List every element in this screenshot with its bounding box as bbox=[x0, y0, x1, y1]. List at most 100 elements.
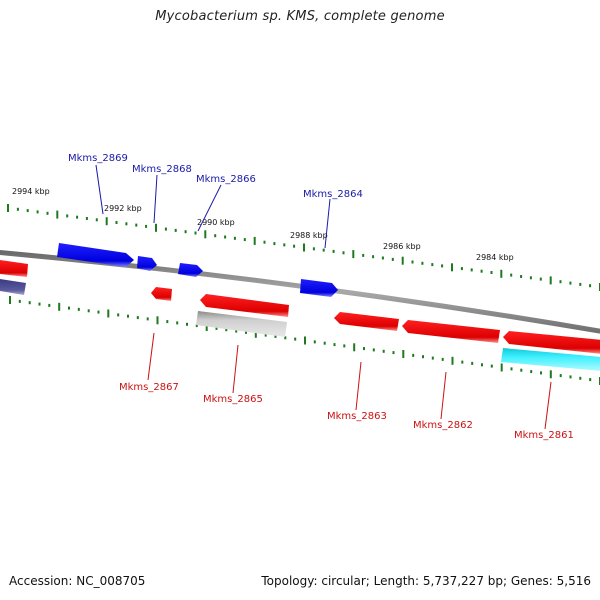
tick-mark bbox=[254, 329, 257, 338]
svg-text:Mkms_2866: Mkms_2866 bbox=[196, 174, 256, 185]
tick-mark bbox=[402, 350, 405, 358]
tick-mark bbox=[431, 356, 434, 360]
tick-mark bbox=[76, 215, 79, 219]
gene-partial-red-left[interactable] bbox=[0, 260, 28, 277]
tick-mark bbox=[253, 236, 256, 245]
tick-mark bbox=[363, 347, 365, 351]
tick-mark bbox=[490, 271, 493, 274]
gene-mkms-2864[interactable] bbox=[300, 279, 338, 297]
tick-mark bbox=[166, 320, 169, 324]
gene-mkms-2869[interactable] bbox=[57, 243, 134, 267]
inner-tick-track bbox=[9, 296, 600, 385]
tick-mark bbox=[304, 336, 306, 345]
tick-mark bbox=[115, 221, 118, 224]
gene-mkms-2862[interactable] bbox=[402, 320, 500, 343]
tick-mark bbox=[263, 240, 266, 244]
tick-mark bbox=[194, 231, 197, 235]
gene-mkms-2868[interactable] bbox=[137, 256, 157, 271]
kbp-label: 2994 kbp bbox=[12, 187, 50, 196]
tick-mark bbox=[38, 302, 41, 306]
tick-mark bbox=[135, 223, 138, 227]
tick-mark bbox=[204, 230, 207, 239]
tick-mark bbox=[441, 264, 444, 268]
kbp-label: 2992 kbp bbox=[104, 204, 142, 213]
svg-text:Mkms_2867: Mkms_2867 bbox=[119, 382, 179, 393]
tick-mark bbox=[195, 324, 198, 328]
tick-mark bbox=[105, 217, 108, 226]
tick-mark bbox=[520, 368, 523, 372]
gene-cyan[interactable] bbox=[501, 348, 600, 371]
tick-mark bbox=[579, 282, 582, 286]
tick-mark bbox=[16, 207, 19, 211]
tick-mark bbox=[95, 218, 98, 222]
tick-mark bbox=[422, 355, 424, 359]
tick-mark bbox=[48, 303, 51, 307]
tick-mark bbox=[9, 296, 11, 304]
svg-text:Mkms_2869: Mkms_2869 bbox=[68, 153, 128, 164]
svg-text:Mkms_2861: Mkms_2861 bbox=[514, 430, 574, 441]
gene-gray[interactable] bbox=[196, 311, 287, 337]
tick-mark bbox=[421, 261, 424, 265]
gene-mkms-2866[interactable] bbox=[178, 263, 203, 277]
tick-mark bbox=[589, 378, 592, 382]
gene-mkms-2865[interactable] bbox=[200, 294, 289, 317]
tick-mark bbox=[529, 276, 532, 280]
tick-mark bbox=[461, 360, 464, 364]
tick-mark bbox=[156, 316, 159, 325]
tick-mark bbox=[56, 210, 59, 219]
tick-mark bbox=[343, 344, 346, 348]
svg-text:Mkms_2863: Mkms_2863 bbox=[327, 411, 387, 422]
outer-tick-track bbox=[7, 204, 600, 291]
tick-mark bbox=[68, 306, 70, 310]
tick-mark bbox=[58, 302, 61, 311]
label-mkms-2865: Mkms_2865 bbox=[203, 344, 263, 405]
tick-mark bbox=[549, 370, 552, 379]
tick-mark bbox=[392, 351, 395, 355]
tick-mark bbox=[117, 313, 120, 317]
tick-mark bbox=[284, 336, 287, 340]
tick-mark bbox=[46, 211, 49, 215]
gene-mkms-2863[interactable] bbox=[334, 312, 399, 331]
svg-text:Mkms_2864: Mkms_2864 bbox=[303, 189, 363, 200]
label-mkms-2868: Mkms_2868 bbox=[132, 164, 192, 224]
tick-mark bbox=[174, 228, 177, 232]
tick-mark bbox=[382, 349, 385, 353]
tick-mark bbox=[164, 227, 167, 231]
gene-partial-dark-left[interactable] bbox=[0, 279, 26, 295]
tick-mark bbox=[401, 256, 404, 265]
tick-mark bbox=[332, 249, 335, 253]
tick-mark bbox=[431, 263, 434, 267]
tick-mark bbox=[312, 247, 315, 251]
tick-mark bbox=[293, 244, 296, 248]
label-mkms-2866: Mkms_2866 bbox=[196, 174, 256, 232]
tick-mark bbox=[224, 235, 227, 239]
tick-mark bbox=[127, 314, 129, 318]
tick-mark bbox=[323, 341, 326, 345]
label-mkms-2862: Mkms_2862 bbox=[413, 371, 473, 431]
tick-mark bbox=[283, 243, 286, 247]
tick-mark bbox=[460, 267, 463, 271]
tick-mark bbox=[87, 309, 90, 313]
genome-backbone bbox=[0, 249, 600, 334]
tick-mark bbox=[362, 253, 365, 257]
kbp-label: 2984 kbp bbox=[476, 253, 514, 262]
tick-mark bbox=[559, 374, 562, 378]
tick-mark bbox=[243, 238, 246, 242]
tick-mark bbox=[441, 357, 444, 361]
tick-mark bbox=[481, 363, 483, 367]
tick-mark bbox=[569, 375, 572, 379]
tick-mark bbox=[28, 301, 31, 305]
tick-mark bbox=[569, 281, 572, 285]
tick-mark bbox=[559, 280, 562, 284]
tick-mark bbox=[411, 260, 414, 264]
tick-mark bbox=[273, 242, 276, 246]
tick-mark bbox=[214, 234, 217, 238]
tick-mark bbox=[412, 353, 415, 357]
tick-mark bbox=[372, 255, 375, 259]
gene-mkms-2861[interactable] bbox=[503, 331, 600, 354]
gene-mkms-2867[interactable] bbox=[151, 287, 172, 301]
accession-text: Accession: NC_008705 bbox=[9, 574, 146, 588]
label-mkms-2863: Mkms_2863 bbox=[327, 361, 387, 422]
tick-mark bbox=[85, 217, 88, 220]
